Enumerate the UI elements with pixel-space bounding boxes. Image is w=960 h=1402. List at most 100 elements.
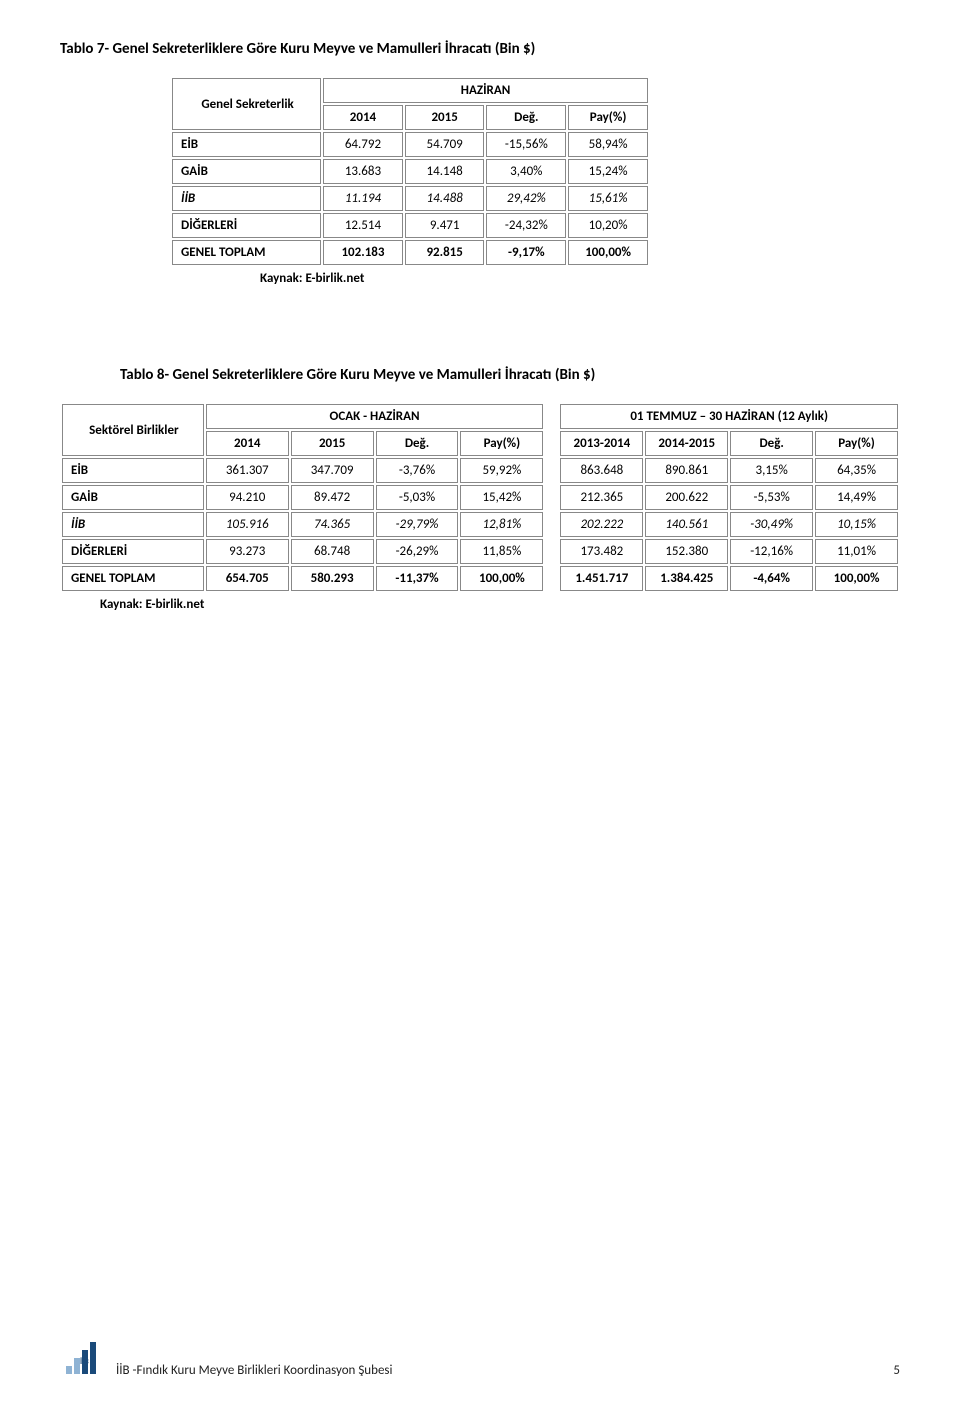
t8-r2-v4: 202.222 bbox=[560, 512, 643, 537]
t8-r4-v7: 100,00% bbox=[815, 566, 898, 591]
t8-r1-label: GAİB bbox=[62, 485, 204, 510]
page-footer: İİB İİB -Fındık Kuru Meyve Birlikleri Ko… bbox=[0, 1334, 960, 1378]
t8-r0-v2: -3,76% bbox=[376, 458, 459, 483]
t8-r1-v5: 200.622 bbox=[645, 485, 728, 510]
t8-col1-1: 2015 bbox=[291, 431, 374, 456]
footer-text: İİB -Fındık Kuru Meyve Birlikleri Koordi… bbox=[116, 1363, 881, 1378]
t8-r4-v2: -11,37% bbox=[376, 566, 459, 591]
table8-period1: OCAK - HAZİRAN bbox=[206, 404, 544, 429]
table7: Genel Sekreterlik HAZİRAN 2014 2015 Değ.… bbox=[170, 76, 650, 267]
t7-r3-v0: 12.514 bbox=[323, 213, 403, 238]
t8-r4-label: GENEL TOPLAM bbox=[62, 566, 204, 591]
t8-r3-v0: 93.273 bbox=[206, 539, 289, 564]
t8-r1-v4: 212.365 bbox=[560, 485, 643, 510]
t8-r2-v5: 140.561 bbox=[645, 512, 728, 537]
logo-icon: İİB bbox=[60, 1334, 104, 1378]
table-row: GENEL TOPLAM 102.183 92.815 -9,17% 100,0… bbox=[172, 240, 648, 265]
table8-period2: 01 TEMMUZ – 30 HAZİRAN (12 Aylık) bbox=[560, 404, 898, 429]
t7-r2-v1: 14.488 bbox=[405, 186, 485, 211]
t7-r3-label: DİĞERLERİ bbox=[172, 213, 321, 238]
t7-r4-v3: 100,00% bbox=[568, 240, 648, 265]
t8-r4-v1: 580.293 bbox=[291, 566, 374, 591]
t8-col1-3: Pay(%) bbox=[460, 431, 543, 456]
table-row: EİB 361.307 347.709 -3,76% 59,92% 863.64… bbox=[62, 458, 898, 483]
t7-r0-v0: 64.792 bbox=[323, 132, 403, 157]
table8-rowheader: Sektörel Birlikler bbox=[62, 404, 204, 456]
table-row: GAİB 13.683 14.148 3,40% 15,24% bbox=[172, 159, 648, 184]
t8-r1-v6: -5,53% bbox=[730, 485, 813, 510]
svg-text:İİB: İİB bbox=[80, 1357, 89, 1367]
t7-r4-label: GENEL TOPLAM bbox=[172, 240, 321, 265]
table-row: İİB 11.194 14.488 29,42% 15,61% bbox=[172, 186, 648, 211]
t8-r2-v7: 10,15% bbox=[815, 512, 898, 537]
t8-r1-v0: 94.210 bbox=[206, 485, 289, 510]
t8-r0-v6: 3,15% bbox=[730, 458, 813, 483]
table7-title: Tablo 7- Genel Sekreterliklere Göre Kuru… bbox=[60, 40, 900, 58]
table-row: DİĞERLERİ 93.273 68.748 -26,29% 11,85% 1… bbox=[62, 539, 898, 564]
t7-r2-v2: 29,42% bbox=[486, 186, 566, 211]
table8-source: Kaynak: E-birlik.net bbox=[100, 597, 900, 612]
t8-r2-label: İİB bbox=[62, 512, 204, 537]
t8-col2-0: 2013-2014 bbox=[560, 431, 643, 456]
t8-r0-v3: 59,92% bbox=[460, 458, 543, 483]
t7-r1-v3: 15,24% bbox=[568, 159, 648, 184]
t8-col2-3: Pay(%) bbox=[815, 431, 898, 456]
t7-r0-v2: -15,56% bbox=[486, 132, 566, 157]
t8-r3-label: DİĞERLERİ bbox=[62, 539, 204, 564]
t8-col2-1: 2014-2015 bbox=[645, 431, 728, 456]
t8-r4-v5: 1.384.425 bbox=[645, 566, 728, 591]
t7-r0-label: EİB bbox=[172, 132, 321, 157]
table8-title: Tablo 8- Genel Sekreterliklere Göre Kuru… bbox=[120, 366, 900, 384]
t7-r3-v3: 10,20% bbox=[568, 213, 648, 238]
t7-r1-label: GAİB bbox=[172, 159, 321, 184]
t7-r4-v0: 102.183 bbox=[323, 240, 403, 265]
t8-r2-v2: -29,79% bbox=[376, 512, 459, 537]
t8-r2-v6: -30,49% bbox=[730, 512, 813, 537]
t7-r1-v0: 13.683 bbox=[323, 159, 403, 184]
t7-r1-v1: 14.148 bbox=[405, 159, 485, 184]
t7-r3-v1: 9.471 bbox=[405, 213, 485, 238]
table7-col-2: Değ. bbox=[486, 105, 566, 130]
t7-r4-v2: -9,17% bbox=[486, 240, 566, 265]
table7-rowheader: Genel Sekreterlik bbox=[172, 78, 321, 130]
t8-r0-v4: 863.648 bbox=[560, 458, 643, 483]
table7-col-3: Pay(%) bbox=[568, 105, 648, 130]
t8-r3-v4: 173.482 bbox=[560, 539, 643, 564]
table-row: DİĞERLERİ 12.514 9.471 -24,32% 10,20% bbox=[172, 213, 648, 238]
t7-r2-v3: 15,61% bbox=[568, 186, 648, 211]
t8-col1-2: Değ. bbox=[376, 431, 459, 456]
table-row: GAİB 94.210 89.472 -5,03% 15,42% 212.365… bbox=[62, 485, 898, 510]
t8-r4-v4: 1.451.717 bbox=[560, 566, 643, 591]
t7-r0-v3: 58,94% bbox=[568, 132, 648, 157]
table-row: İİB 105.916 74.365 -29,79% 12,81% 202.22… bbox=[62, 512, 898, 537]
t7-r2-label: İİB bbox=[172, 186, 321, 211]
t8-r0-label: EİB bbox=[62, 458, 204, 483]
table7-period: HAZİRAN bbox=[323, 78, 648, 103]
t8-r2-v0: 105.916 bbox=[206, 512, 289, 537]
t8-col2-2: Değ. bbox=[730, 431, 813, 456]
t8-r0-v7: 64,35% bbox=[815, 458, 898, 483]
t8-r1-v7: 14,49% bbox=[815, 485, 898, 510]
t8-r3-v1: 68.748 bbox=[291, 539, 374, 564]
t7-r4-v1: 92.815 bbox=[405, 240, 485, 265]
t8-r0-v1: 347.709 bbox=[291, 458, 374, 483]
table7-col-0: 2014 bbox=[323, 105, 403, 130]
t8-r4-v3: 100,00% bbox=[460, 566, 543, 591]
t8-r3-v7: 11,01% bbox=[815, 539, 898, 564]
t8-r1-v3: 15,42% bbox=[460, 485, 543, 510]
table-row: EİB 64.792 54.709 -15,56% 58,94% bbox=[172, 132, 648, 157]
t8-r1-v1: 89.472 bbox=[291, 485, 374, 510]
t8-r4-v0: 654.705 bbox=[206, 566, 289, 591]
t8-r3-v2: -26,29% bbox=[376, 539, 459, 564]
t7-r1-v2: 3,40% bbox=[486, 159, 566, 184]
t8-r2-v1: 74.365 bbox=[291, 512, 374, 537]
table7-source: Kaynak: E-birlik.net bbox=[260, 271, 900, 286]
t8-col1-0: 2014 bbox=[206, 431, 289, 456]
table7-col-1: 2015 bbox=[405, 105, 485, 130]
t8-r3-v5: 152.380 bbox=[645, 539, 728, 564]
table-row: GENEL TOPLAM 654.705 580.293 -11,37% 100… bbox=[62, 566, 898, 591]
t8-r0-v5: 890.861 bbox=[645, 458, 728, 483]
t8-r4-v6: -4,64% bbox=[730, 566, 813, 591]
t8-r0-v0: 361.307 bbox=[206, 458, 289, 483]
t8-r2-v3: 12,81% bbox=[460, 512, 543, 537]
